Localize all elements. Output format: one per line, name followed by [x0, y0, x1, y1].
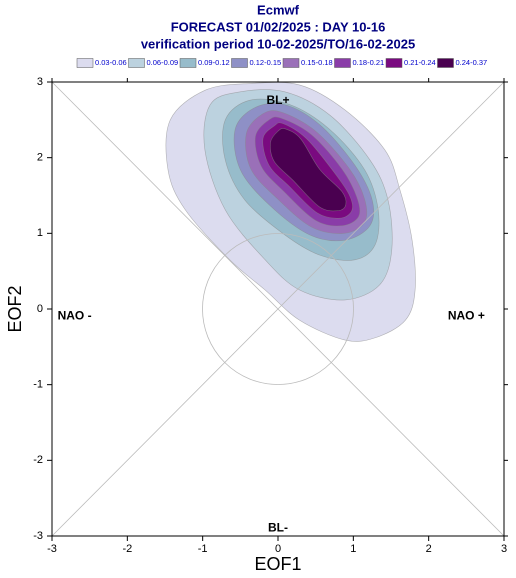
x-tick-label: 2	[426, 543, 432, 555]
legend-swatch	[282, 58, 300, 68]
annotation: BL-	[268, 521, 288, 535]
y-tick-label: -1	[33, 379, 43, 391]
legend-swatch	[179, 58, 197, 68]
legend-swatch	[128, 58, 145, 68]
legend-swatch	[231, 58, 248, 68]
reference-lines	[51, 81, 505, 537]
x-tick-label: 0	[275, 543, 281, 555]
annotation: NAO +	[448, 309, 485, 323]
x-tick-label: -1	[198, 543, 208, 555]
legend-label: 0.21-0.24	[404, 58, 436, 67]
chart-title: Ecmwf	[257, 2, 300, 17]
annotation: NAO -	[58, 309, 92, 323]
legend-label: 0.09-0.12	[198, 58, 230, 67]
legend-label: 0.06-0.09	[147, 58, 179, 67]
y-tick-label: 2	[37, 152, 43, 164]
chart-subtitle: verification period 10-02-2025/TO/16-02-…	[141, 36, 415, 51]
annotation: BL+	[266, 93, 289, 107]
legend-label: 0.24-0.37	[456, 58, 488, 67]
diagonal	[51, 81, 505, 537]
y-tick-label: -3	[33, 530, 43, 542]
legend-swatch	[385, 58, 403, 68]
reference-circle	[202, 233, 354, 385]
chart-subtitle: FORECAST 01/02/2025 : DAY 10-16	[171, 19, 386, 34]
y-axis-label: EOF2	[5, 285, 25, 332]
y-tick-label: -2	[33, 454, 43, 466]
y-tick-label: 1	[37, 227, 43, 239]
legend-swatch	[334, 58, 351, 68]
y-tick-label: 3	[37, 76, 43, 88]
contour-level	[269, 128, 347, 212]
x-tick-label: -2	[122, 543, 132, 555]
legend-label: 0.18-0.21	[353, 58, 385, 67]
x-axis-label: EOF1	[254, 554, 301, 574]
legend-label: 0.12-0.15	[250, 58, 282, 67]
legend-swatch	[76, 58, 94, 68]
legend-label: 0.15-0.18	[301, 58, 333, 67]
x-tick-label: 1	[350, 543, 356, 555]
y-tick-label: 0	[37, 303, 43, 315]
contours	[165, 81, 416, 342]
x-tick-label: 3	[501, 543, 507, 555]
legend-swatch	[437, 58, 454, 68]
x-tick-label: -3	[47, 543, 57, 555]
legend-label: 0.03-0.06	[95, 58, 127, 67]
